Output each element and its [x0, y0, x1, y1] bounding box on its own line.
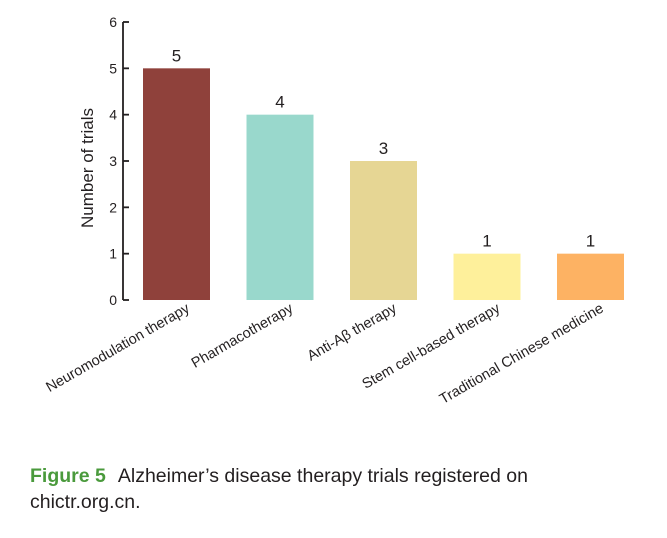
x-tick-label: Pharmacotherapy — [189, 300, 297, 371]
bar — [453, 253, 521, 300]
y-tick-label: 5 — [109, 60, 117, 76]
x-tick-label: Traditional Chinese medicine — [437, 301, 606, 408]
x-tick-label: Anti-Aβ therapy — [305, 300, 400, 364]
y-tick-label: 0 — [109, 292, 117, 308]
y-tick-label: 1 — [109, 246, 117, 262]
y-tick-label: 6 — [109, 14, 117, 30]
figure-caption: Figure 5 Alzheimer’s disease therapy tria… — [30, 463, 630, 515]
bars: 5 4 3 1 1 — [143, 46, 624, 301]
y-axis: 0 1 2 3 4 5 6 — [109, 14, 129, 308]
y-tick-label: 3 — [109, 153, 117, 169]
y-tick-label: 4 — [109, 107, 117, 123]
bar — [246, 114, 314, 301]
bar-value-label: 4 — [275, 93, 284, 112]
bar-value-label: 3 — [379, 139, 388, 158]
bar — [350, 161, 417, 300]
caption-text: Alzheimer’s disease therapy trials regis… — [30, 465, 528, 513]
bar-chart: 0 1 2 3 4 5 6 5 4 3 1 1 Neuromodulation therapyPha… — [43, 14, 624, 408]
y-tick-label: 2 — [109, 199, 117, 215]
bar — [557, 253, 624, 300]
bar-value-label: 5 — [172, 46, 181, 65]
y-axis-label: Number of trials — [78, 108, 97, 228]
bar-value-label: 1 — [482, 232, 491, 251]
figure-label: Figure 5 — [30, 465, 106, 487]
bar-value-label: 1 — [586, 232, 595, 251]
x-tick-label: Neuromodulation therapy — [43, 300, 193, 396]
bar — [143, 68, 210, 300]
